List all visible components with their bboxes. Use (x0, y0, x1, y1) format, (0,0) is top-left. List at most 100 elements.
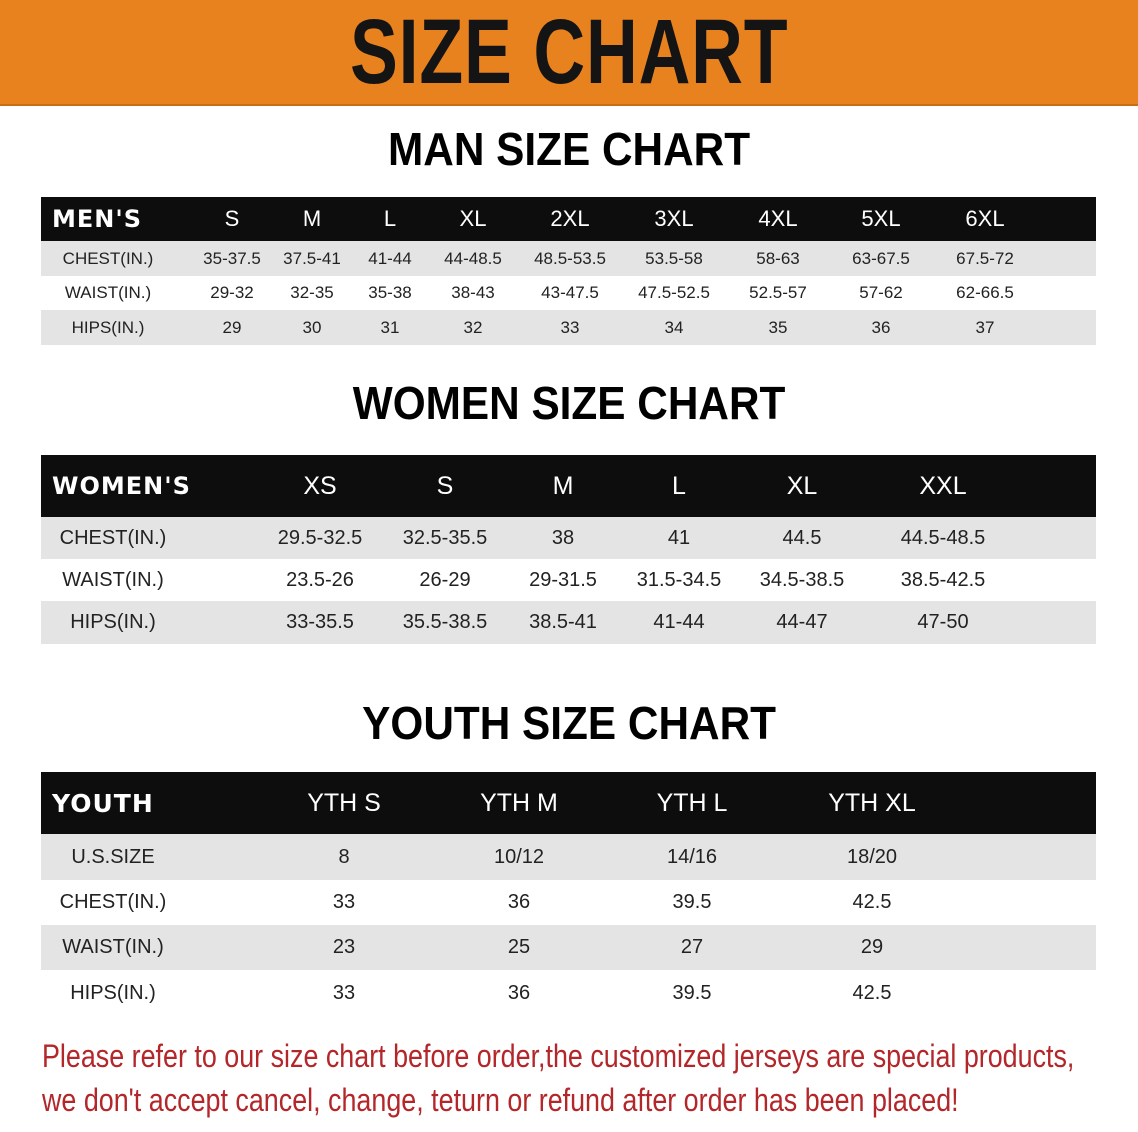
table-cell: 67.5-72 (956, 248, 1014, 268)
table-row: CHEST(IN.) 33 36 39.5 42.5 (41, 880, 1096, 925)
size-header: YTH M (480, 788, 558, 817)
table-cell: 37 (975, 317, 995, 337)
row-label: WAIST(IN.) (62, 568, 164, 591)
notice-line-1: Please refer to our size chart before or… (42, 1038, 1075, 1074)
size-header: YTH S (307, 788, 381, 817)
table-cell: 39.5 (672, 981, 712, 1004)
row-label: HIPS(IN.) (70, 611, 156, 633)
men-corner-label: MEN'S (52, 205, 142, 234)
size-header: XXL (919, 471, 967, 500)
table-cell: 41 (667, 526, 691, 549)
row-label: CHEST(IN.) (62, 248, 154, 268)
table-cell: 26-29 (419, 568, 471, 591)
table-cell: 41-44 (368, 248, 412, 268)
men-size-table: MEN'S S M L XL 2XL 3XL 4XL 5XL 6XL CHEST(IN.) 35-37… (41, 197, 1096, 345)
table-cell: 47-50 (917, 611, 969, 633)
table-cell: 44-47 (776, 611, 828, 633)
table-cell: 36 (507, 891, 531, 913)
row-label: HIPS(IN.) (71, 317, 145, 337)
table-cell: 41-44 (653, 611, 705, 633)
table-cell: 34.5-38.5 (759, 568, 845, 591)
table-row: HIPS(IN.) 33-35.5 35.5-38.5 38.5-41 41-44 44-… (41, 601, 1096, 644)
table-cell: 35-38 (368, 283, 412, 303)
size-header: S (436, 471, 454, 500)
size-header: 3XL (654, 206, 694, 232)
youth-corner-label: YOUTH (52, 788, 154, 818)
table-cell: 31 (380, 317, 400, 337)
size-header: 6XL (965, 206, 1005, 232)
table-cell: 25 (507, 936, 531, 958)
youth-size-table: YOUTH YTH S YTH M YTH L YTH XL U.S.SIZE 8 10/12… (41, 772, 1096, 1016)
size-header: L (383, 206, 397, 232)
table-cell: 33 (332, 891, 356, 913)
table-cell: 44.5 (782, 526, 822, 549)
table-cell: 38.5-41 (529, 611, 597, 633)
table-cell: 29 (860, 936, 884, 958)
table-row: WAIST(IN.) 23.5-26 26-29 29-31.5 31.5-34.5 34… (41, 559, 1096, 601)
size-header: XL (459, 206, 487, 232)
size-header: YTH L (656, 788, 728, 817)
table-cell: 36 (507, 981, 531, 1004)
table-cell: 33 (332, 981, 356, 1004)
youth-section-title: YOUTH SIZE CHART (362, 697, 776, 749)
size-header: M (552, 471, 574, 500)
women-header-row: WOMEN'S XS S M L XL XXL (41, 455, 1096, 517)
page-title: SIZE CHART (350, 1, 789, 103)
table-cell: 29 (222, 317, 242, 337)
table-cell: 18/20 (846, 845, 898, 868)
youth-header-row: YOUTH YTH S YTH M YTH L YTH XL (41, 772, 1096, 834)
table-row: WAIST(IN.) 29-32 32-35 35-38 38-43 43-47.5 47.… (41, 276, 1096, 310)
size-header: 5XL (861, 206, 901, 232)
notice-line-2: we don't accept cancel, change, teturn o… (42, 1082, 959, 1118)
table-cell: 38 (551, 526, 575, 549)
table-cell: 27 (680, 936, 704, 958)
table-cell: 29-31.5 (529, 568, 597, 591)
size-header: L (672, 471, 686, 500)
table-cell: 32.5-35.5 (402, 526, 488, 549)
table-row: U.S.SIZE 8 10/12 14/16 18/20 (41, 834, 1096, 880)
size-header: YTH XL (828, 788, 916, 817)
row-label: CHEST(IN.) (59, 526, 167, 549)
women-size-table: WOMEN'S XS S M L XL XXL CHEST(IN.) 29.5-32.5 32.5… (41, 455, 1096, 644)
table-row: CHEST(IN.) 29.5-32.5 32.5-35.5 38 41 44.5 44.5… (41, 517, 1096, 559)
size-header: 2XL (550, 206, 590, 232)
table-cell: 44.5-48.5 (900, 526, 986, 549)
table-cell: 42.5 (852, 891, 892, 913)
table-cell: 52.5-57 (749, 283, 807, 303)
table-cell: 14/16 (666, 845, 718, 868)
table-cell: 33-35.5 (286, 611, 354, 633)
table-cell: 38.5-42.5 (900, 568, 986, 591)
table-cell: 33 (560, 317, 580, 337)
table-cell: 23 (332, 936, 356, 958)
table-cell: 63-67.5 (852, 248, 910, 268)
size-header: XS (303, 471, 337, 500)
table-cell: 23.5-26 (286, 568, 354, 591)
size-header: 4XL (758, 206, 798, 232)
table-cell: 38-43 (451, 283, 495, 303)
row-label: CHEST(IN.) (59, 891, 167, 913)
table-cell: 29-32 (210, 283, 254, 303)
size-chart-banner: SIZE CHART (0, 0, 1138, 106)
table-cell: 62-66.5 (956, 283, 1014, 303)
row-label: WAIST(IN.) (64, 283, 152, 303)
table-cell: 30 (302, 317, 322, 337)
table-cell: 35-37.5 (203, 248, 261, 268)
table-cell: 8 (338, 845, 350, 868)
table-row: CHEST(IN.) 35-37.5 37.5-41 41-44 44-48.5 48.5… (41, 241, 1096, 276)
table-cell: 39.5 (672, 891, 712, 913)
table-cell: 57-62 (859, 283, 903, 303)
row-label: WAIST(IN.) (62, 936, 164, 958)
table-cell: 10/12 (493, 845, 545, 868)
men-section-title: MAN SIZE CHART (388, 123, 751, 175)
table-cell: 31.5-34.5 (636, 568, 722, 591)
table-row: WAIST(IN.) 23 25 27 29 (41, 925, 1096, 970)
table-cell: 53.5-58 (645, 248, 703, 268)
table-cell: 35.5-38.5 (402, 611, 488, 633)
table-cell: 29.5-32.5 (277, 526, 363, 549)
table-row: HIPS(IN.) 33 36 39.5 42.5 (41, 970, 1096, 1016)
table-cell: 34 (664, 317, 684, 337)
table-cell: 47.5-52.5 (638, 283, 710, 303)
table-cell: 35 (768, 317, 788, 337)
men-header-row: MEN'S S M L XL 2XL 3XL 4XL 5XL 6XL (41, 197, 1096, 241)
table-cell: 36 (871, 317, 891, 337)
